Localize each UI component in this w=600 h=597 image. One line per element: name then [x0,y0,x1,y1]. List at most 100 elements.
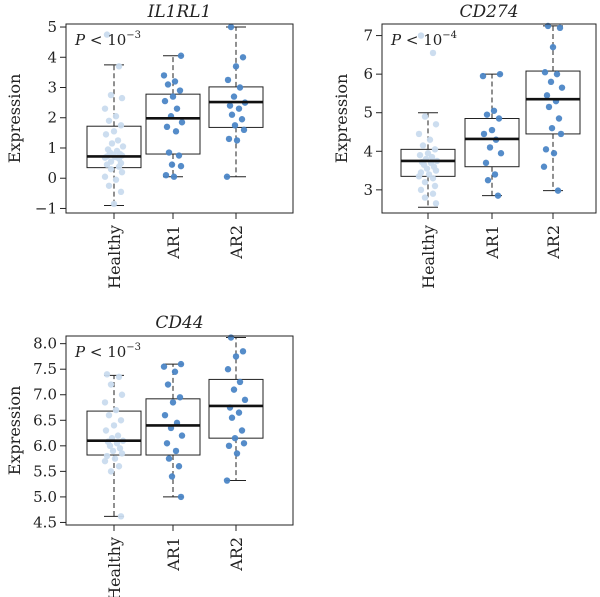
data-point [235,105,243,112]
data-point [168,473,176,480]
data-point [103,31,111,38]
data-point [429,49,437,57]
data-point [490,107,498,114]
data-point [117,417,125,424]
data-point [227,334,235,341]
data-point [484,177,492,184]
y-tick-label: 4 [363,142,373,160]
data-point [479,72,487,80]
data-point [432,167,440,174]
data-point [419,142,427,149]
data-point [553,70,561,78]
y-tick-label: 6.0 [33,437,57,455]
data-point [177,52,185,59]
x-tick-label: AR2 [227,225,246,260]
x-tick-label: Healthy [105,537,124,597]
data-point [115,163,123,170]
data-point [556,24,564,32]
data-point [173,105,181,112]
data-point [239,348,247,355]
chart-title: CD44 [155,313,203,333]
data-point [549,43,557,51]
y-tick-label: 5.5 [33,462,57,480]
data-point [557,130,565,138]
plot-frame [381,23,597,214]
chart-panel-3: CD44 Expression 4.5 5.0 5.5 6.0 6.5 7.0 7.5 8.0 He… [5,313,294,597]
data-point [426,136,434,143]
chart-panel-1: IL1RL1 Expression −1 0 1 2 3 4 5 Healthy AR1 AR2 P <… [5,2,294,289]
data-point [112,176,120,183]
y-tick-label: 7 [363,27,373,45]
data-point [175,152,183,159]
plot-frame [65,23,294,214]
data-point [115,63,123,70]
data-point [225,135,233,143]
x-tick-label: Healthy [105,225,124,289]
data-point [160,363,168,370]
data-point [240,126,248,134]
data-point [496,70,504,78]
data-point [177,493,185,501]
data-point [178,119,186,126]
data-point [115,463,123,470]
data-point [548,124,556,132]
p-value-label: P < 10−3 [74,342,141,361]
data-point [176,394,184,401]
data-point [542,146,550,153]
data-point [428,153,436,161]
data-point [108,140,116,147]
data-point [236,84,244,91]
y-tick-label: 4 [47,48,57,66]
data-point [541,69,549,76]
data-point [554,187,562,194]
data-point [547,78,555,86]
data-point [105,411,113,419]
data-point [112,406,120,414]
data-point [172,447,180,455]
data-point [112,113,120,120]
data-point [118,450,126,457]
data-point [494,192,502,199]
box-ar1 [145,93,201,155]
data-point [101,105,109,112]
y-tick-label: 0 [47,169,57,187]
data-point [226,102,234,109]
data-point [223,173,231,180]
data-point [429,190,437,197]
data-point [105,117,113,124]
data-point [235,409,243,416]
x-tick-label: AR1 [164,537,183,572]
y-tick-label: 5 [47,18,57,36]
data-point [497,150,505,157]
data-point [232,63,240,70]
data-point [109,447,117,455]
y-tick-label: 2 [47,109,57,127]
data-point [117,122,125,129]
y-tick-label: 6.5 [33,411,57,429]
data-point [118,94,126,102]
y-tick-label: 8.0 [33,335,57,353]
data-point [483,111,491,118]
data-point [421,178,429,186]
data-point [227,23,235,31]
data-point [429,175,437,182]
data-point [165,455,173,462]
data-point [230,93,238,100]
y-axis-label: Expression [5,386,24,476]
chart-title: CD274 [459,2,518,22]
data-point [178,432,186,439]
data-point [169,399,177,406]
x-tick-label: AR2 [544,225,563,260]
data-point [491,171,499,178]
data-point [117,188,125,196]
box-ar2 [208,86,264,128]
data-point [107,381,115,388]
data-point [233,450,241,457]
data-point [555,115,563,122]
data-point [164,381,172,388]
data-point [114,432,122,439]
data-point [160,72,168,79]
chart-title: IL1RL1 [147,2,212,22]
box-ar1 [145,398,201,456]
data-point [171,78,179,85]
